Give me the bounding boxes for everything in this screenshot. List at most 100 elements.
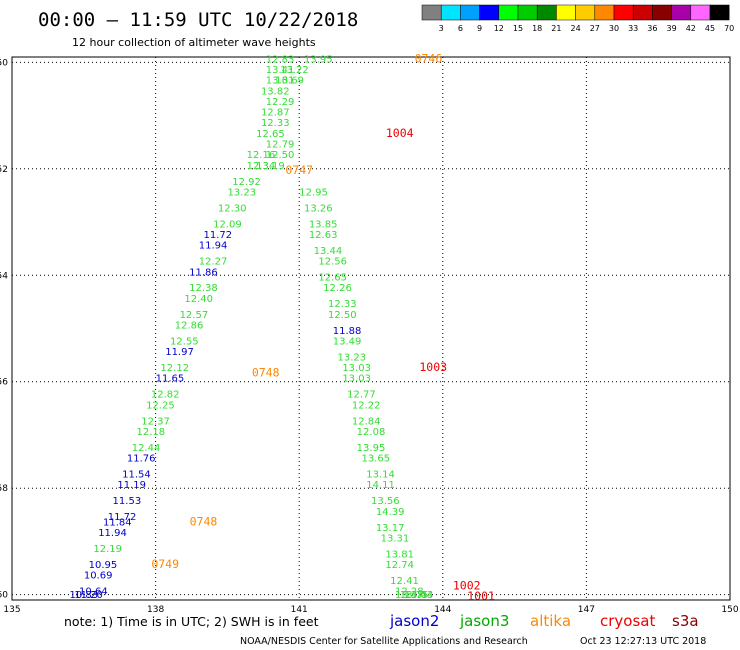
wave-height-label: 13.14 bbox=[366, 470, 395, 481]
x-tick-label: 147 bbox=[578, 605, 595, 615]
y-tick-label: -58 bbox=[0, 484, 8, 494]
wave-height-label: 12.28 bbox=[395, 587, 424, 598]
colorbar-swatch bbox=[575, 4, 596, 21]
colorbar-swatch bbox=[556, 4, 576, 21]
plot-frame bbox=[11, 56, 731, 601]
colorbar-label: 70 bbox=[724, 24, 734, 33]
wave-height-label: 11.53 bbox=[113, 496, 142, 507]
colorbar-label: 9 bbox=[477, 24, 482, 33]
wave-height-label: 13.75 bbox=[400, 590, 429, 601]
wave-height-label: 12.74 bbox=[385, 560, 414, 571]
wave-height-label: 13.49 bbox=[333, 336, 362, 347]
pass-time-label: 0748 bbox=[190, 514, 218, 528]
y-tick-label: -50 bbox=[0, 58, 8, 68]
wave-height-label: 13.31 bbox=[381, 533, 410, 544]
wave-height-label: 10.83 bbox=[69, 590, 98, 601]
wave-height-label: 13.19 bbox=[256, 161, 285, 172]
wave-height-label: 12.92 bbox=[232, 177, 261, 188]
wave-height-label: 12.27 bbox=[199, 257, 228, 268]
colorbar-label: 36 bbox=[647, 24, 657, 33]
wave-height-label: 11.54 bbox=[122, 470, 151, 481]
wave-height-label: 13.41 bbox=[266, 65, 295, 76]
wave-height-label: 12.83 bbox=[266, 54, 295, 65]
colorbar-label: 45 bbox=[705, 24, 715, 33]
wave-height-label: 10.69 bbox=[84, 571, 113, 582]
wave-height-label: 11.76 bbox=[127, 454, 156, 465]
wave-height-label: 12.41 bbox=[390, 576, 419, 587]
wave-height-label: 13.61 bbox=[266, 76, 295, 87]
chart-title: 00:00 – 11:59 UTC 10/22/2018 bbox=[38, 9, 358, 31]
y-tick-label: -52 bbox=[0, 165, 8, 175]
colorbar-swatch bbox=[594, 4, 615, 21]
pass-time-label: 0746 bbox=[415, 51, 443, 65]
wave-height-label: 11.94 bbox=[98, 528, 127, 539]
colorbar-swatch bbox=[632, 4, 653, 21]
pass-time-label: 1002 bbox=[453, 578, 481, 592]
wave-height-label: 13.47 bbox=[395, 590, 424, 601]
wave-height-label: 11.84 bbox=[103, 517, 132, 528]
y-tick-label: -60 bbox=[0, 591, 8, 601]
wave-height-label: 12.16 bbox=[247, 150, 276, 161]
wave-height-labels: 12.83 13.95 13.4113.2213.6113.6913.8212.29… bbox=[69, 51, 495, 603]
wave-height-label: 12.63 bbox=[309, 230, 338, 241]
colorbar-label: 30 bbox=[609, 24, 619, 33]
pass-time-label: 0749 bbox=[151, 557, 179, 571]
axis-ticks: 135 138 141 144 147 150 -50 -52 -54 -56 -58 -60 bbox=[0, 58, 739, 615]
x-tick-label: 144 bbox=[434, 605, 451, 615]
footer-timestamp: Oct 23 12:27:13 UTC 2018 bbox=[580, 636, 706, 647]
wave-height-label: 12.95 bbox=[299, 187, 328, 198]
wave-height-label: 12.84 bbox=[352, 416, 381, 427]
wave-height-label: 11.88 bbox=[333, 326, 362, 337]
pass-time-label: 1001 bbox=[467, 589, 495, 603]
colorbar-swatch bbox=[652, 4, 672, 21]
y-tick-label: -54 bbox=[0, 271, 8, 281]
wave-height-label: 12.65 bbox=[318, 273, 347, 284]
x-tick-label: 141 bbox=[291, 605, 308, 615]
colorbar-label: 3 bbox=[439, 24, 444, 33]
wave-height-label: 12.12 bbox=[160, 363, 189, 374]
wave-height-label: 12.44 bbox=[132, 443, 161, 454]
wave-height-label: 13.23 bbox=[227, 187, 256, 198]
chart-subtitle: 12 hour collection of altimeter wave hei… bbox=[72, 36, 316, 49]
wave-height-label: 12.33 bbox=[328, 299, 357, 310]
pass-time-label: 0747 bbox=[285, 163, 313, 177]
footer-note: note: 1) Time is in UTC; 2) SWH is in fe… bbox=[64, 614, 319, 629]
wave-height-label: 11.97 bbox=[165, 347, 194, 358]
wave-height-label: 13.69 bbox=[275, 76, 304, 87]
satellite-legend: jason2 jason3 altika cryosat s3a bbox=[389, 612, 699, 630]
colorbar-label: 39 bbox=[667, 24, 677, 33]
wave-height-label: 11.86 bbox=[189, 267, 218, 278]
wave-height-label: 12.40 bbox=[184, 294, 213, 305]
wave-height-label: 13.03 bbox=[342, 363, 371, 374]
wave-height-label: 12.86 bbox=[175, 321, 204, 332]
wave-height-label: 12.57 bbox=[180, 310, 209, 321]
colorbar-swatch bbox=[517, 4, 538, 21]
colorbar-label: 15 bbox=[513, 24, 523, 33]
wave-height-label: 12.09 bbox=[213, 219, 242, 230]
wave-height-label: 12.25 bbox=[146, 400, 175, 411]
wave-height-label: 11.65 bbox=[156, 374, 185, 385]
wave-height-label: 12.18 bbox=[136, 427, 165, 438]
wave-height-label: 10.64 bbox=[79, 587, 108, 598]
colorbar-swatch bbox=[690, 4, 711, 21]
colorbar-swatch bbox=[671, 4, 692, 21]
wave-height-label: 13.81 bbox=[385, 549, 414, 560]
wave-height-label: 12.08 bbox=[357, 427, 386, 438]
y-tick-label: -56 bbox=[0, 378, 8, 388]
wave-height-label: 13.85 bbox=[309, 219, 338, 230]
wave-height-label: 12.65 bbox=[256, 129, 285, 140]
x-tick-label: 135 bbox=[3, 605, 20, 615]
colorbar-swatch bbox=[479, 4, 500, 21]
wave-height-label: 13.23 bbox=[338, 352, 367, 363]
wave-height-label: 13.03 bbox=[342, 374, 371, 385]
satellite-legend-altika: altika bbox=[530, 612, 571, 630]
colorbar-label: 21 bbox=[551, 24, 561, 33]
wave-height-label: 13.44 bbox=[314, 246, 343, 257]
wave-height-label: 12.26 bbox=[323, 283, 352, 294]
wave-height-label: 12.50 bbox=[266, 150, 295, 161]
colorbar-label: 6 bbox=[458, 24, 463, 33]
wave-height-label: 11.19 bbox=[117, 480, 146, 491]
wave-height-label: 12.34 bbox=[247, 161, 276, 172]
